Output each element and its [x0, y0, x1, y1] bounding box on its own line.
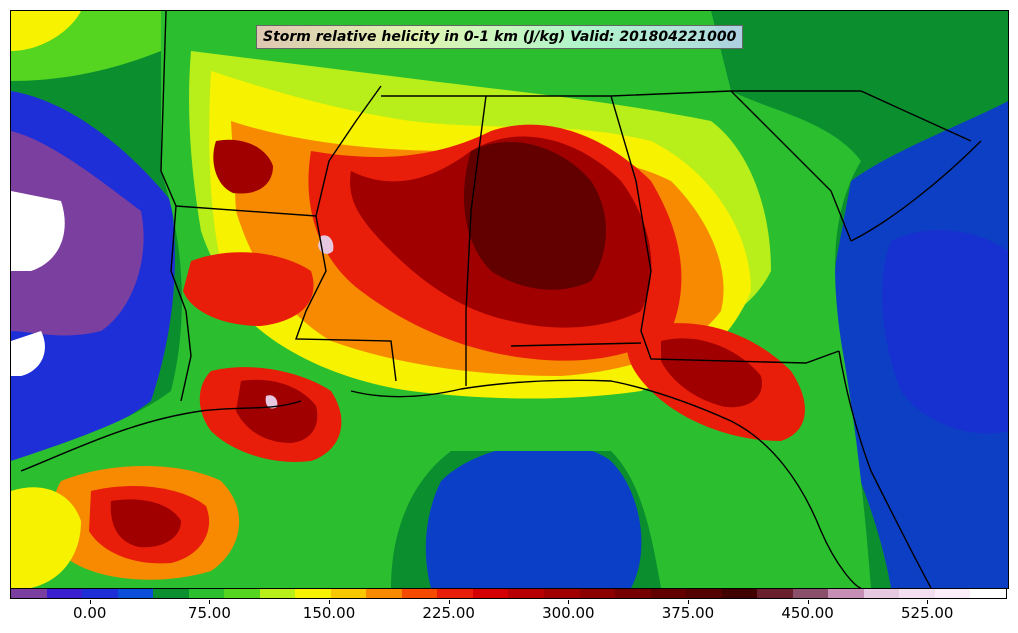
colorbar-tick-label: 525.00 — [900, 604, 954, 622]
colorbar-swatch — [615, 589, 651, 598]
colorbar-swatch — [366, 589, 402, 598]
colorbar-swatch — [543, 589, 580, 598]
colorbar-swatch — [259, 589, 296, 598]
colorbar-swatch — [153, 589, 189, 598]
colorbar — [10, 588, 1007, 599]
colorbar-tick — [807, 600, 809, 604]
colorbar-tick-label: 150.00 — [302, 604, 356, 622]
colorbar-swatch — [757, 589, 793, 598]
colorbar-tick-label: 300.00 — [542, 604, 595, 622]
colorbar-swatch — [82, 589, 118, 598]
colorbar-tick-label: 0.00 — [73, 604, 107, 622]
colorbar-tick — [209, 600, 211, 604]
colorbar-swatch — [11, 589, 47, 598]
colorbar-swatch — [899, 589, 935, 598]
colorbar-tick-labels: 0.00 75.00 150.00 225.00 300.00 375.00 450.00 5… — [10, 600, 1007, 630]
colorbar-swatch — [188, 589, 225, 598]
colorbar-swatch — [686, 589, 722, 598]
colorbar-swatch — [437, 589, 473, 598]
state-boundaries — [20, 11, 982, 588]
colorbar-tick — [927, 600, 929, 604]
colorbar-swatch — [721, 589, 758, 598]
colorbar-swatch — [863, 589, 900, 598]
colorbar-swatch — [330, 589, 367, 598]
helicity-field-map — [11, 11, 1008, 588]
colorbar-tick-label: 225.00 — [422, 604, 475, 622]
colorbar-tick-label: 75.00 — [187, 604, 231, 622]
colorbar-tick — [687, 600, 689, 604]
colorbar-swatch — [792, 589, 829, 598]
colorbar-swatch — [224, 589, 260, 598]
colorbar-tick — [329, 600, 331, 604]
colorbar-tick-label: 375.00 — [661, 604, 715, 622]
colorbar-tick — [448, 600, 450, 604]
colorbar-tick — [568, 600, 570, 604]
colorbar-swatch — [401, 589, 438, 598]
map-title: Storm relative helicity in 0-1 km (J/kg)… — [256, 25, 744, 49]
colorbar-swatch — [46, 589, 83, 598]
colorbar-swatch — [472, 589, 509, 598]
colorbar-swatch — [828, 589, 864, 598]
colorbar-swatch — [970, 589, 1006, 598]
colorbar-swatch — [650, 589, 687, 598]
map-panel: Storm relative helicity in 0-1 km (J/kg)… — [10, 10, 1009, 589]
colorbar-swatch — [295, 589, 331, 598]
colorbar-swatch — [579, 589, 616, 598]
colorbar-swatch — [117, 589, 154, 598]
colorbar-swatch — [508, 589, 544, 598]
colorbar-tick-label: 450.00 — [781, 604, 834, 622]
colorbar-swatch — [934, 589, 971, 598]
colorbar-tick — [89, 600, 91, 604]
